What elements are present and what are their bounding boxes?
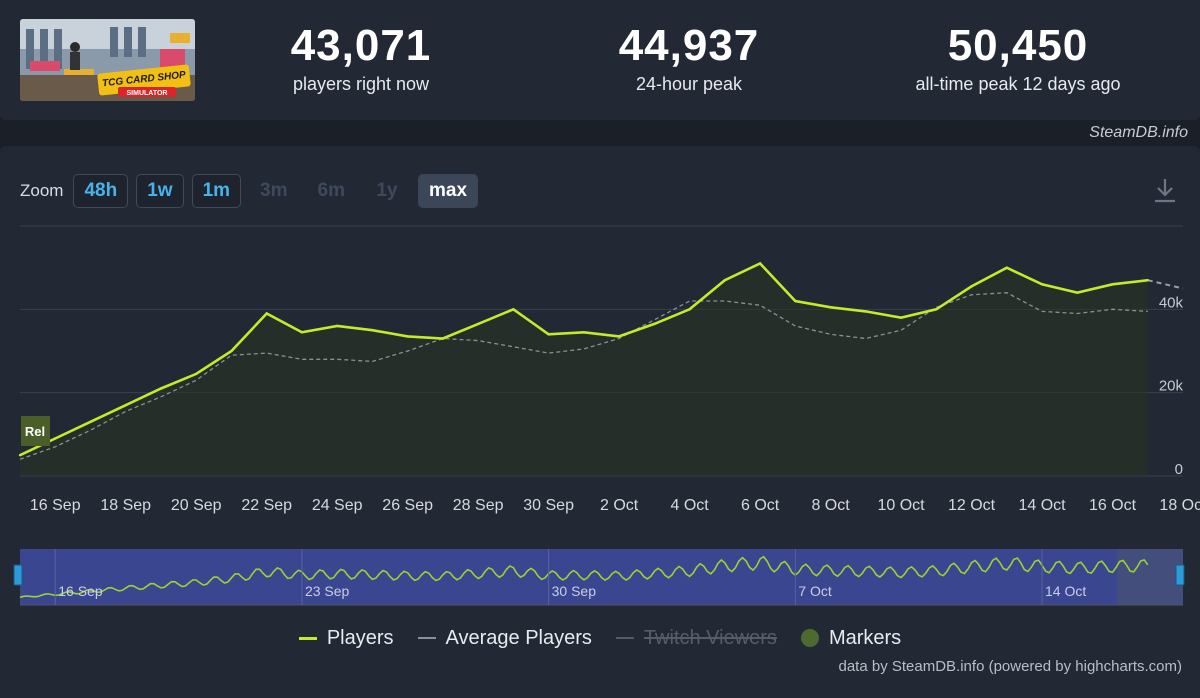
- peak-all-time-label: all-time peak 12 days ago: [915, 74, 1121, 94]
- zoom-controls: Zoom 48h 1w 1m 3m 6m 1y max: [20, 172, 486, 210]
- stat-all-time-peak: 50,450 all-time peak 12 days ago: [905, 22, 1131, 95]
- current-players-value: 43,071: [290, 21, 432, 70]
- legend-twitch-viewers[interactable]: Twitch Viewers: [615, 626, 777, 650]
- thumb-subtitle: SIMULATOR: [127, 90, 168, 97]
- download-icon[interactable]: [1152, 176, 1178, 204]
- legend-markers-swatch: [800, 629, 819, 647]
- legend-twitch-swatch: [615, 637, 634, 639]
- navigator-series-line: [19, 555, 1149, 599]
- zoom-6m-button: 6m: [317, 180, 345, 201]
- zoom-3m-button: 3m: [260, 180, 288, 201]
- peak-24h-value: 44,937: [618, 21, 760, 70]
- navigator-handle-right[interactable]: [1175, 564, 1185, 586]
- stat-current: 43,071 players right now: [286, 22, 436, 95]
- navigator[interactable]: 16 Sep 23 Sep 30 Sep 7 Oct 14 Oct: [0, 545, 1200, 615]
- navigator-tick-label: 30 Sep: [552, 583, 597, 599]
- steamdb-credit[interactable]: SteamDB.info: [1089, 124, 1188, 141]
- current-players-label: players right now: [292, 74, 430, 94]
- navigator-tick-label: 16 Sep: [58, 583, 103, 599]
- navigator-tick-label: 23 Sep: [305, 583, 350, 599]
- legend-players[interactable]: Players: [298, 626, 394, 650]
- stats-bar: TCG CARD SHOP SIMULATOR 43,071 players r…: [0, 0, 1200, 120]
- legend-average-players[interactable]: Average Players: [417, 626, 592, 650]
- legend-twitch-label: Twitch Viewers: [643, 626, 777, 649]
- navigator-outside: [1117, 549, 1183, 605]
- navigator-handle-left[interactable]: [13, 564, 23, 586]
- legend-markers[interactable]: Markers: [800, 626, 902, 650]
- zoom-48h-button[interactable]: 48h: [73, 174, 129, 208]
- chart-panel: [0, 146, 1200, 698]
- navigator-tick-label: 14 Oct: [1045, 583, 1086, 599]
- zoom-1w-button[interactable]: 1w: [136, 174, 184, 208]
- legend-players-swatch: [298, 636, 317, 640]
- peak-all-time-value: 50,450: [947, 21, 1089, 70]
- legend-markers-label: Markers: [828, 626, 902, 649]
- zoom-1m-button[interactable]: 1m: [191, 174, 242, 208]
- game-thumbnail[interactable]: TCG CARD SHOP SIMULATOR: [20, 19, 195, 101]
- stat-24h-peak: 44,937 24-hour peak: [609, 22, 769, 95]
- zoom-label: Zoom: [20, 181, 64, 200]
- navigator-tick-label: 7 Oct: [798, 583, 832, 599]
- chart-legend: Players Average Players Twitch Viewers M…: [0, 624, 1200, 652]
- legend-average-label: Average Players: [445, 626, 592, 649]
- legend-average-swatch: [417, 637, 436, 639]
- peak-24h-label: 24-hour peak: [635, 74, 743, 94]
- zoom-max-button[interactable]: max: [417, 174, 479, 208]
- zoom-1y-button: 1y: [376, 180, 398, 201]
- legend-players-label: Players: [326, 626, 394, 649]
- data-credit[interactable]: data by SteamDB.info (powered by highcha…: [838, 658, 1183, 675]
